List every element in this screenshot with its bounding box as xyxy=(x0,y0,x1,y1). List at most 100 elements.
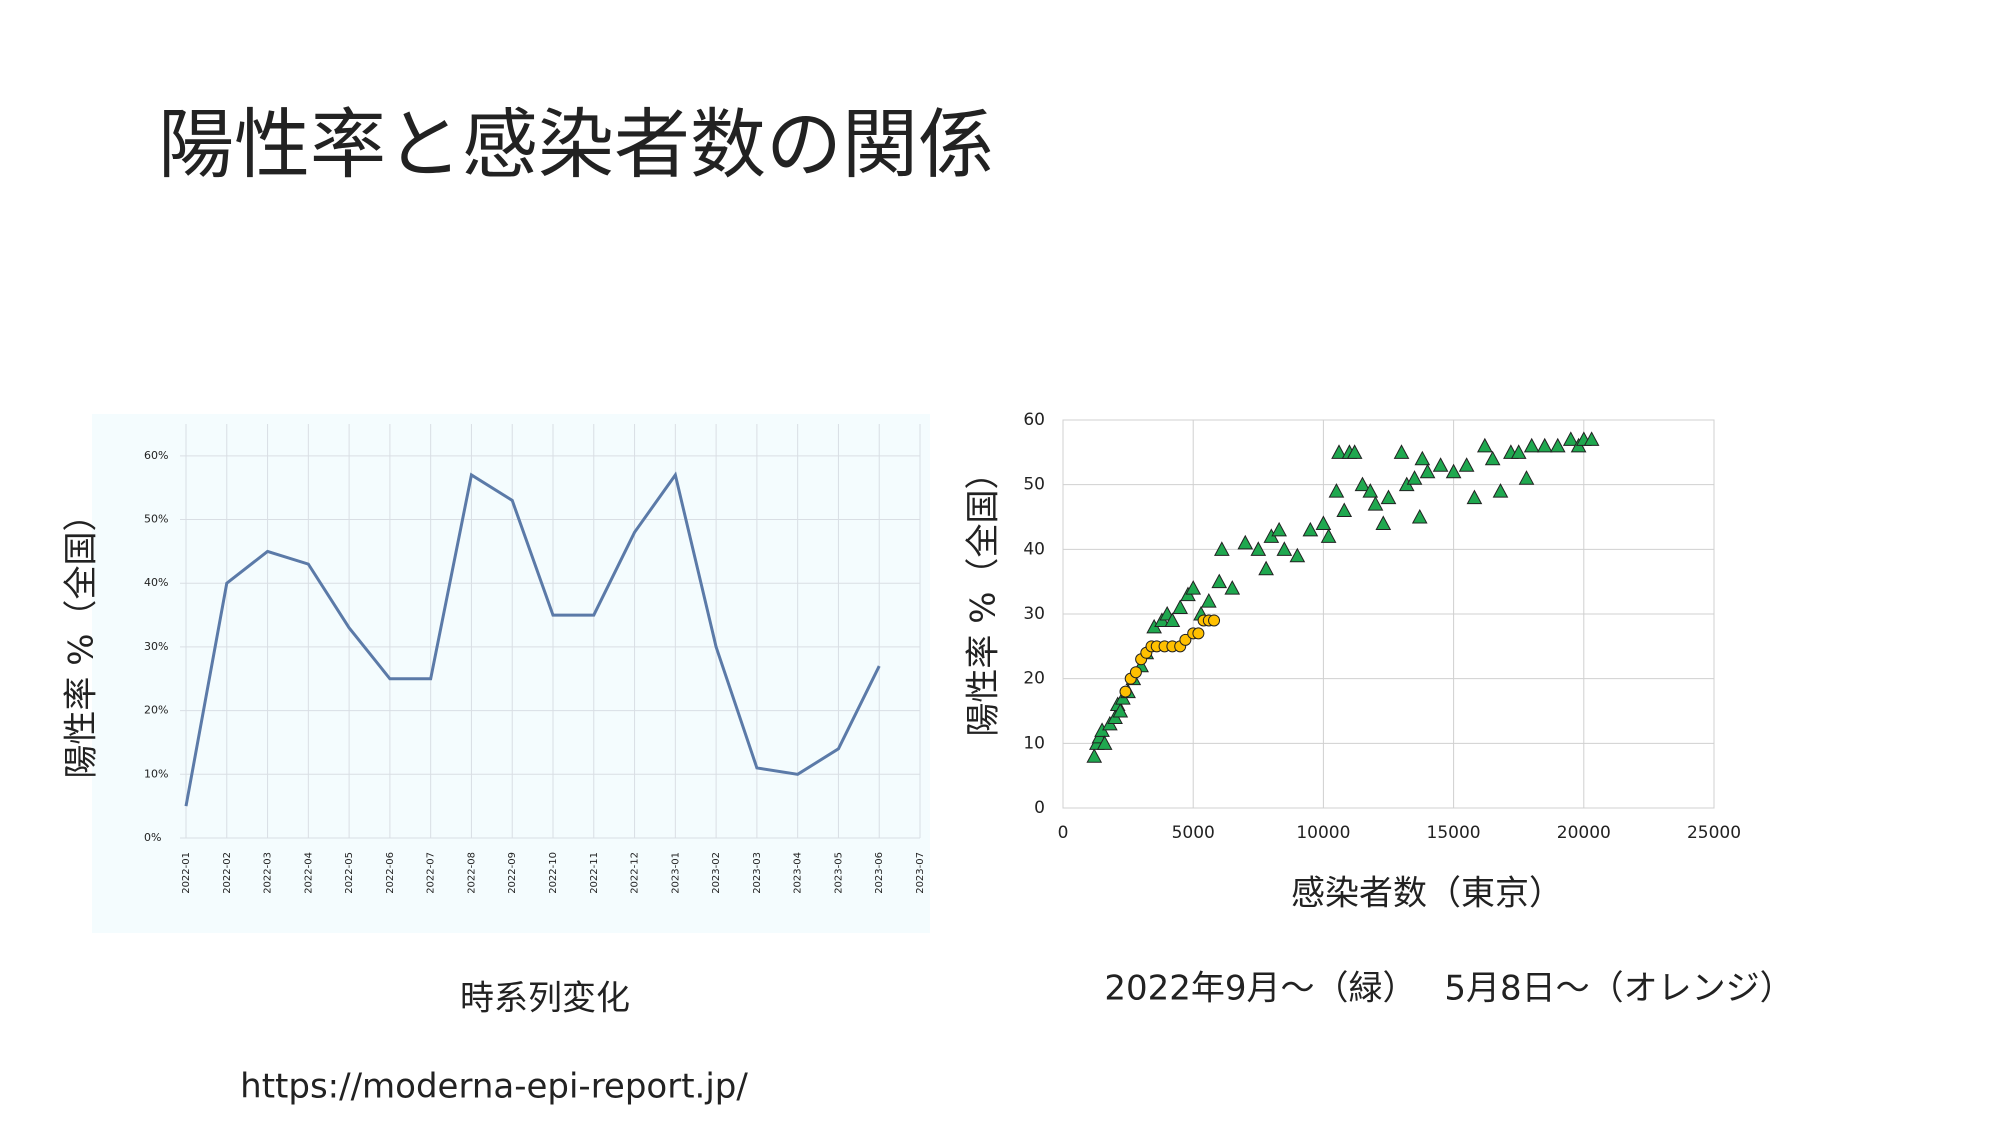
triangle-point xyxy=(1250,541,1267,556)
x-tick-label: 2023-04 xyxy=(793,852,804,894)
triangle-point xyxy=(1224,580,1241,595)
x-tick-label: 2023-06 xyxy=(874,852,885,894)
triangle-point xyxy=(1331,444,1347,459)
triangle-point xyxy=(1214,541,1230,556)
circle-point xyxy=(1208,614,1221,627)
triangle-point xyxy=(1466,489,1483,505)
triangle-point xyxy=(1086,748,1103,763)
triangle-point xyxy=(1549,437,1566,453)
x-tick-label: 2022-12 xyxy=(630,852,641,894)
triangle-point xyxy=(1492,483,1509,498)
triangle-point xyxy=(1375,515,1392,530)
triangle-point xyxy=(1164,612,1181,627)
x-tick-label: 10000 xyxy=(1296,823,1350,843)
x-tick-label: 2022-05 xyxy=(344,852,355,894)
triangle-point xyxy=(1289,547,1306,563)
triangle-point xyxy=(1536,437,1553,453)
y-tick-label: 10 xyxy=(1023,733,1045,753)
x-tick-label: 0 xyxy=(1058,823,1069,843)
x-tick-label: 2022-11 xyxy=(589,852,600,894)
triangle-point xyxy=(1510,444,1527,459)
triangle-point xyxy=(1237,534,1254,550)
triangle-point xyxy=(1477,437,1493,453)
y-tick-label: 50 xyxy=(1023,475,1045,495)
line-series xyxy=(184,471,881,807)
triangle-point xyxy=(1320,528,1337,543)
x-tick-label: 15000 xyxy=(1427,823,1481,843)
x-axis-label: 感染者数（東京） xyxy=(1291,874,1563,914)
x-tick-label: 2022-02 xyxy=(222,852,233,894)
caption: 2022年9月～（緑） 5月8日～（オレンジ） xyxy=(1104,969,1793,1009)
y-tick-label: 50% xyxy=(144,513,168,526)
caption: 時系列変化 xyxy=(460,979,630,1019)
y-tick-label: 0% xyxy=(144,831,161,844)
circle-point xyxy=(1179,633,1192,646)
triangle-point xyxy=(1200,593,1217,608)
triangle-point xyxy=(1211,573,1228,589)
y-tick-label: 40% xyxy=(144,576,168,589)
triangle-point xyxy=(1367,496,1384,511)
triangle-point xyxy=(1172,599,1189,615)
triangle-point xyxy=(1419,463,1436,479)
triangle-point xyxy=(1393,444,1410,459)
triangle-point xyxy=(1362,483,1379,498)
y-tick-label: 10% xyxy=(144,767,168,780)
x-tick-label: 2023-05 xyxy=(833,852,844,894)
x-tick-label: 25000 xyxy=(1687,823,1741,843)
x-tick-label: 2022-01 xyxy=(181,852,192,894)
x-tick-label: 2023-03 xyxy=(752,852,763,894)
x-tick-label: 2023-07 xyxy=(915,852,926,894)
triangle-point xyxy=(1445,463,1462,479)
y-axis-label: 陽性率 %（全国） xyxy=(62,497,102,778)
y-tick-label: 20 xyxy=(1023,669,1045,689)
y-tick-label: 0 xyxy=(1034,798,1045,818)
triangle-point xyxy=(1458,457,1475,472)
y-tick-label: 30% xyxy=(144,640,168,653)
triangle-point xyxy=(1523,437,1540,453)
triangle-point xyxy=(1336,502,1353,518)
triangle-point xyxy=(1328,483,1345,498)
triangle-point xyxy=(1406,470,1423,485)
slide-title: 陽性率と感染者数の関係 xyxy=(158,100,994,189)
y-tick-label: 20% xyxy=(144,704,168,717)
triangle-point xyxy=(1583,431,1600,446)
y-tick-label: 60% xyxy=(144,449,168,462)
x-tick-label: 2022-04 xyxy=(303,852,314,894)
triangle-point xyxy=(1414,450,1431,466)
triangle-point xyxy=(1432,457,1449,472)
triangle-point xyxy=(1380,489,1397,505)
triangle-point xyxy=(1096,735,1113,750)
x-tick-label: 20000 xyxy=(1557,823,1611,843)
triangle-point xyxy=(1271,521,1287,537)
triangle-point xyxy=(1112,702,1129,718)
x-tick-label: 2022-06 xyxy=(385,852,396,894)
x-tick-label: 2022-07 xyxy=(426,852,437,894)
x-tick-label: 2023-01 xyxy=(670,852,681,894)
triangle-point xyxy=(1258,560,1274,576)
circle-point xyxy=(1192,627,1205,640)
triangle-point xyxy=(1276,541,1293,556)
triangle-point xyxy=(1484,450,1501,466)
y-tick-label: 60 xyxy=(1023,410,1045,430)
triangle-point xyxy=(1411,508,1428,524)
x-tick-label: 2022-03 xyxy=(263,852,274,894)
triangle-point xyxy=(1562,431,1579,446)
y-tick-label: 30 xyxy=(1023,604,1045,624)
x-tick-label: 2022-09 xyxy=(507,852,518,894)
circle-point xyxy=(1119,685,1132,698)
x-tick-label: 2023-02 xyxy=(711,852,722,894)
triangle-point xyxy=(1185,580,1202,595)
circle-point xyxy=(1129,666,1142,679)
source-url: https://moderna-epi-report.jp/ xyxy=(240,1067,748,1107)
x-tick-label: 2022-08 xyxy=(466,852,477,894)
triangle-point xyxy=(1346,444,1363,459)
x-tick-label: 5000 xyxy=(1172,823,1215,843)
triangle-point xyxy=(1302,521,1319,537)
triangle-point xyxy=(1354,476,1371,492)
x-tick-label: 2022-10 xyxy=(548,852,559,894)
y-axis-label: 陽性率 %（全国） xyxy=(964,455,1004,736)
triangle-point xyxy=(1315,515,1332,530)
triangle-point xyxy=(1518,470,1535,485)
y-tick-label: 40 xyxy=(1023,539,1045,559)
